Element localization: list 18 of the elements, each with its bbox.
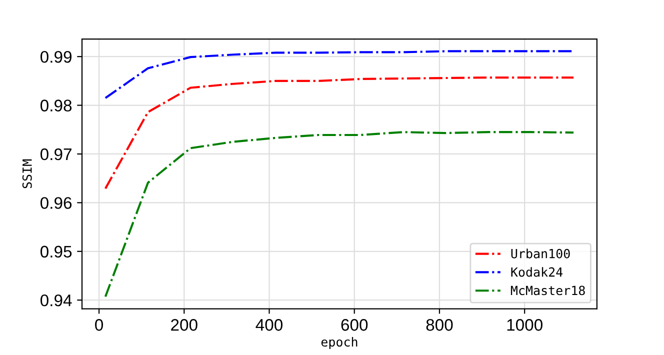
x-tick-label: 200 bbox=[171, 319, 198, 331]
y-axis-title: SSIM bbox=[22, 159, 32, 188]
y-tick-label: 0.95 bbox=[40, 246, 72, 258]
x-tick-label: 400 bbox=[256, 319, 283, 331]
x-tick-label: 1000 bbox=[507, 319, 542, 331]
legend-label: Urban100 bbox=[511, 248, 570, 258]
line-series bbox=[104, 76, 575, 190]
x-tick-label: 800 bbox=[426, 319, 453, 331]
x-tick-label: 600 bbox=[341, 319, 368, 331]
y-tick-label: 0.99 bbox=[40, 50, 72, 63]
legend-label: Kodak24 bbox=[511, 267, 563, 277]
y-tick-label: 0.96 bbox=[40, 197, 72, 209]
y-tick-label: 0.94 bbox=[40, 294, 72, 306]
x-tick-label: 0 bbox=[95, 319, 104, 331]
y-tick-label: 0.97 bbox=[40, 148, 72, 160]
y-tick-label: 0.98 bbox=[40, 100, 72, 112]
x-axis-title: epoch bbox=[321, 336, 358, 350]
legend-label: McMaster18 bbox=[510, 286, 585, 296]
